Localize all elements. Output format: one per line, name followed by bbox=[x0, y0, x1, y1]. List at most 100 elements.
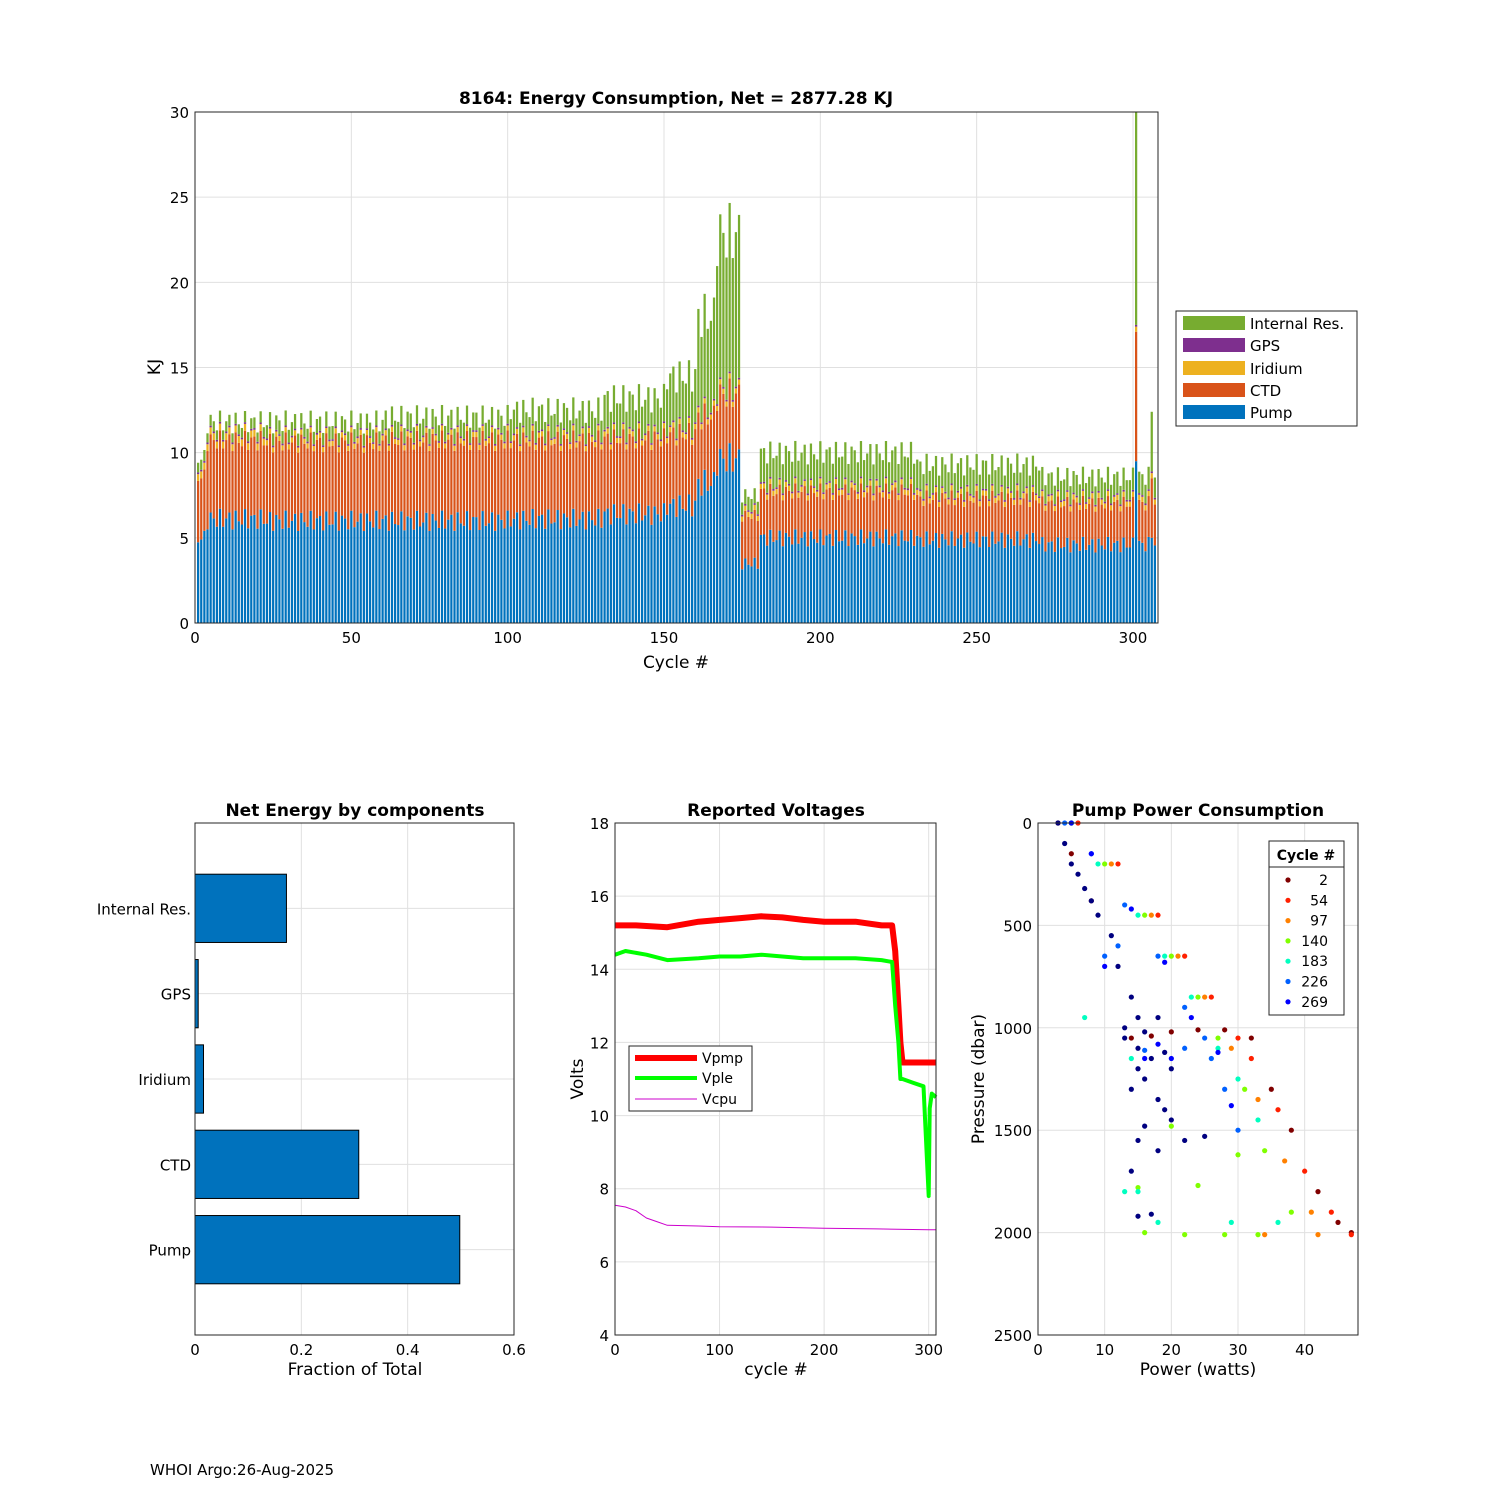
energy-bar-gps bbox=[919, 489, 922, 492]
pump-power-point bbox=[1122, 902, 1128, 908]
energy-bar-gps bbox=[775, 487, 778, 489]
energy-bar-iridium bbox=[825, 484, 828, 490]
energy-bar-internal bbox=[290, 422, 294, 436]
pump-power-point bbox=[1148, 1055, 1154, 1062]
legend-label-vpmp: Vpmp bbox=[702, 1051, 743, 1067]
energy-bar-pump bbox=[484, 525, 487, 623]
energy-bar-iridium bbox=[578, 436, 581, 442]
energy-bar-pump bbox=[300, 512, 303, 623]
energy-bar-pump bbox=[844, 530, 847, 623]
energy-bar-pump bbox=[1116, 540, 1119, 623]
energy-bar-internal bbox=[997, 467, 1000, 494]
energy-bar-pump bbox=[1106, 536, 1110, 623]
energy-bar-gps bbox=[938, 500, 941, 502]
energy-bar-internal bbox=[759, 448, 763, 483]
energy-bar-pump bbox=[218, 508, 222, 623]
energy-bar-pump bbox=[1056, 537, 1060, 623]
energy-bar-gps bbox=[947, 497, 950, 500]
energy-bar-pump bbox=[656, 514, 659, 623]
energy-bar-ctd bbox=[309, 432, 312, 511]
energy-bar-pump bbox=[1022, 539, 1025, 623]
energy-bar-pump bbox=[481, 511, 484, 623]
energy-bar-ctd bbox=[628, 433, 631, 509]
energy-bar-iridium bbox=[356, 438, 359, 444]
energy-bar-iridium bbox=[1047, 496, 1050, 502]
energy-bar-internal bbox=[531, 397, 534, 424]
energy-bar-iridium bbox=[684, 434, 688, 440]
energy-bar-gps bbox=[572, 423, 575, 426]
energy-bar-gps bbox=[700, 422, 703, 425]
cycle-legend-label: 2 bbox=[1319, 873, 1328, 889]
energy-bar-iridium bbox=[675, 440, 678, 446]
energy-bar-iridium bbox=[447, 434, 450, 440]
energy-bar-gps bbox=[647, 423, 650, 426]
energy-bar-ctd bbox=[350, 432, 353, 511]
energy-bar-gps bbox=[512, 433, 516, 436]
energy-bar-internal bbox=[262, 427, 265, 437]
energy-bar-ctd bbox=[565, 438, 569, 518]
energy-bar-pump bbox=[678, 495, 681, 623]
energy-bar-ctd bbox=[1084, 508, 1088, 550]
energy-bar-ctd bbox=[1106, 496, 1110, 537]
pump-power-xtick-label: 10 bbox=[1095, 1341, 1114, 1359]
energy-bar-iridium bbox=[540, 431, 544, 437]
energy-bar-internal bbox=[931, 466, 935, 494]
energy-bar-iridium bbox=[490, 427, 494, 433]
voltage-ytick-label: 18 bbox=[590, 815, 609, 833]
energy-bar-internal bbox=[969, 467, 972, 494]
energy-bar-gps bbox=[418, 439, 422, 442]
energy-bar-ctd bbox=[222, 448, 225, 527]
energy-bar-ctd bbox=[397, 445, 400, 526]
energy-bar-iridium bbox=[1066, 491, 1069, 497]
energy-bar-pump bbox=[703, 469, 706, 623]
energy-bar-pump bbox=[240, 524, 244, 623]
energy-bar-ctd bbox=[697, 412, 700, 479]
energy-bar-ctd bbox=[772, 495, 775, 542]
pump-power-point bbox=[1255, 1117, 1261, 1123]
energy-xtick-label: 100 bbox=[493, 629, 522, 647]
energy-bar-gps bbox=[669, 425, 672, 428]
energy-bar-gps bbox=[691, 437, 694, 440]
energy-bar-iridium bbox=[350, 427, 353, 433]
energy-bar-pump bbox=[212, 518, 215, 623]
energy-bar-internal bbox=[578, 410, 581, 435]
energy-bar-iridium bbox=[597, 425, 600, 431]
voltage-line-vcpu bbox=[614, 1204, 936, 1231]
energy-bar-internal bbox=[484, 422, 487, 439]
energy-bar-ctd bbox=[1028, 506, 1031, 548]
energy-bar-iridium bbox=[959, 488, 963, 494]
energy-bar-gps bbox=[731, 400, 734, 402]
energy-bar-gps bbox=[375, 425, 378, 428]
energy-bar-iridium bbox=[909, 478, 913, 485]
energy-bar-gps bbox=[290, 435, 294, 438]
energy-bar-iridium bbox=[628, 428, 631, 434]
components-bars bbox=[194, 873, 461, 1285]
energy-bar-gps bbox=[590, 434, 594, 437]
energy-bar-iridium bbox=[619, 438, 622, 444]
energy-bar-gps bbox=[268, 426, 272, 429]
energy-bar-internal bbox=[978, 474, 981, 500]
energy-bar-internal bbox=[1088, 476, 1091, 498]
pump-power-ytick-label: 0 bbox=[1022, 815, 1032, 833]
energy-bar-ctd bbox=[925, 490, 928, 532]
energy-bar-ctd bbox=[762, 488, 766, 535]
energy-bar-pump bbox=[312, 529, 315, 623]
pump-power-point bbox=[1182, 953, 1188, 959]
energy-bar-internal bbox=[497, 409, 500, 428]
energy-bar-ctd bbox=[900, 484, 903, 531]
energy-bar-pump bbox=[1088, 544, 1091, 623]
energy-bar-iridium bbox=[347, 445, 350, 451]
energy-bar-iridium bbox=[506, 425, 509, 431]
energy-bar-internal bbox=[956, 463, 960, 491]
energy-bar-iridium bbox=[938, 501, 941, 507]
energy-bar-pump bbox=[393, 524, 397, 623]
energy-bar-internal bbox=[909, 441, 913, 478]
energy-bar-ctd bbox=[953, 505, 956, 546]
energy-bar-iridium bbox=[759, 483, 763, 489]
energy-bar-pump bbox=[694, 500, 697, 623]
energy-bar-gps bbox=[497, 427, 500, 430]
voltage-line-vpmp bbox=[615, 913, 936, 1066]
energy-bar-internal bbox=[437, 425, 441, 442]
energy-bar-gps bbox=[450, 427, 453, 430]
energy-bar-ctd bbox=[912, 499, 916, 546]
